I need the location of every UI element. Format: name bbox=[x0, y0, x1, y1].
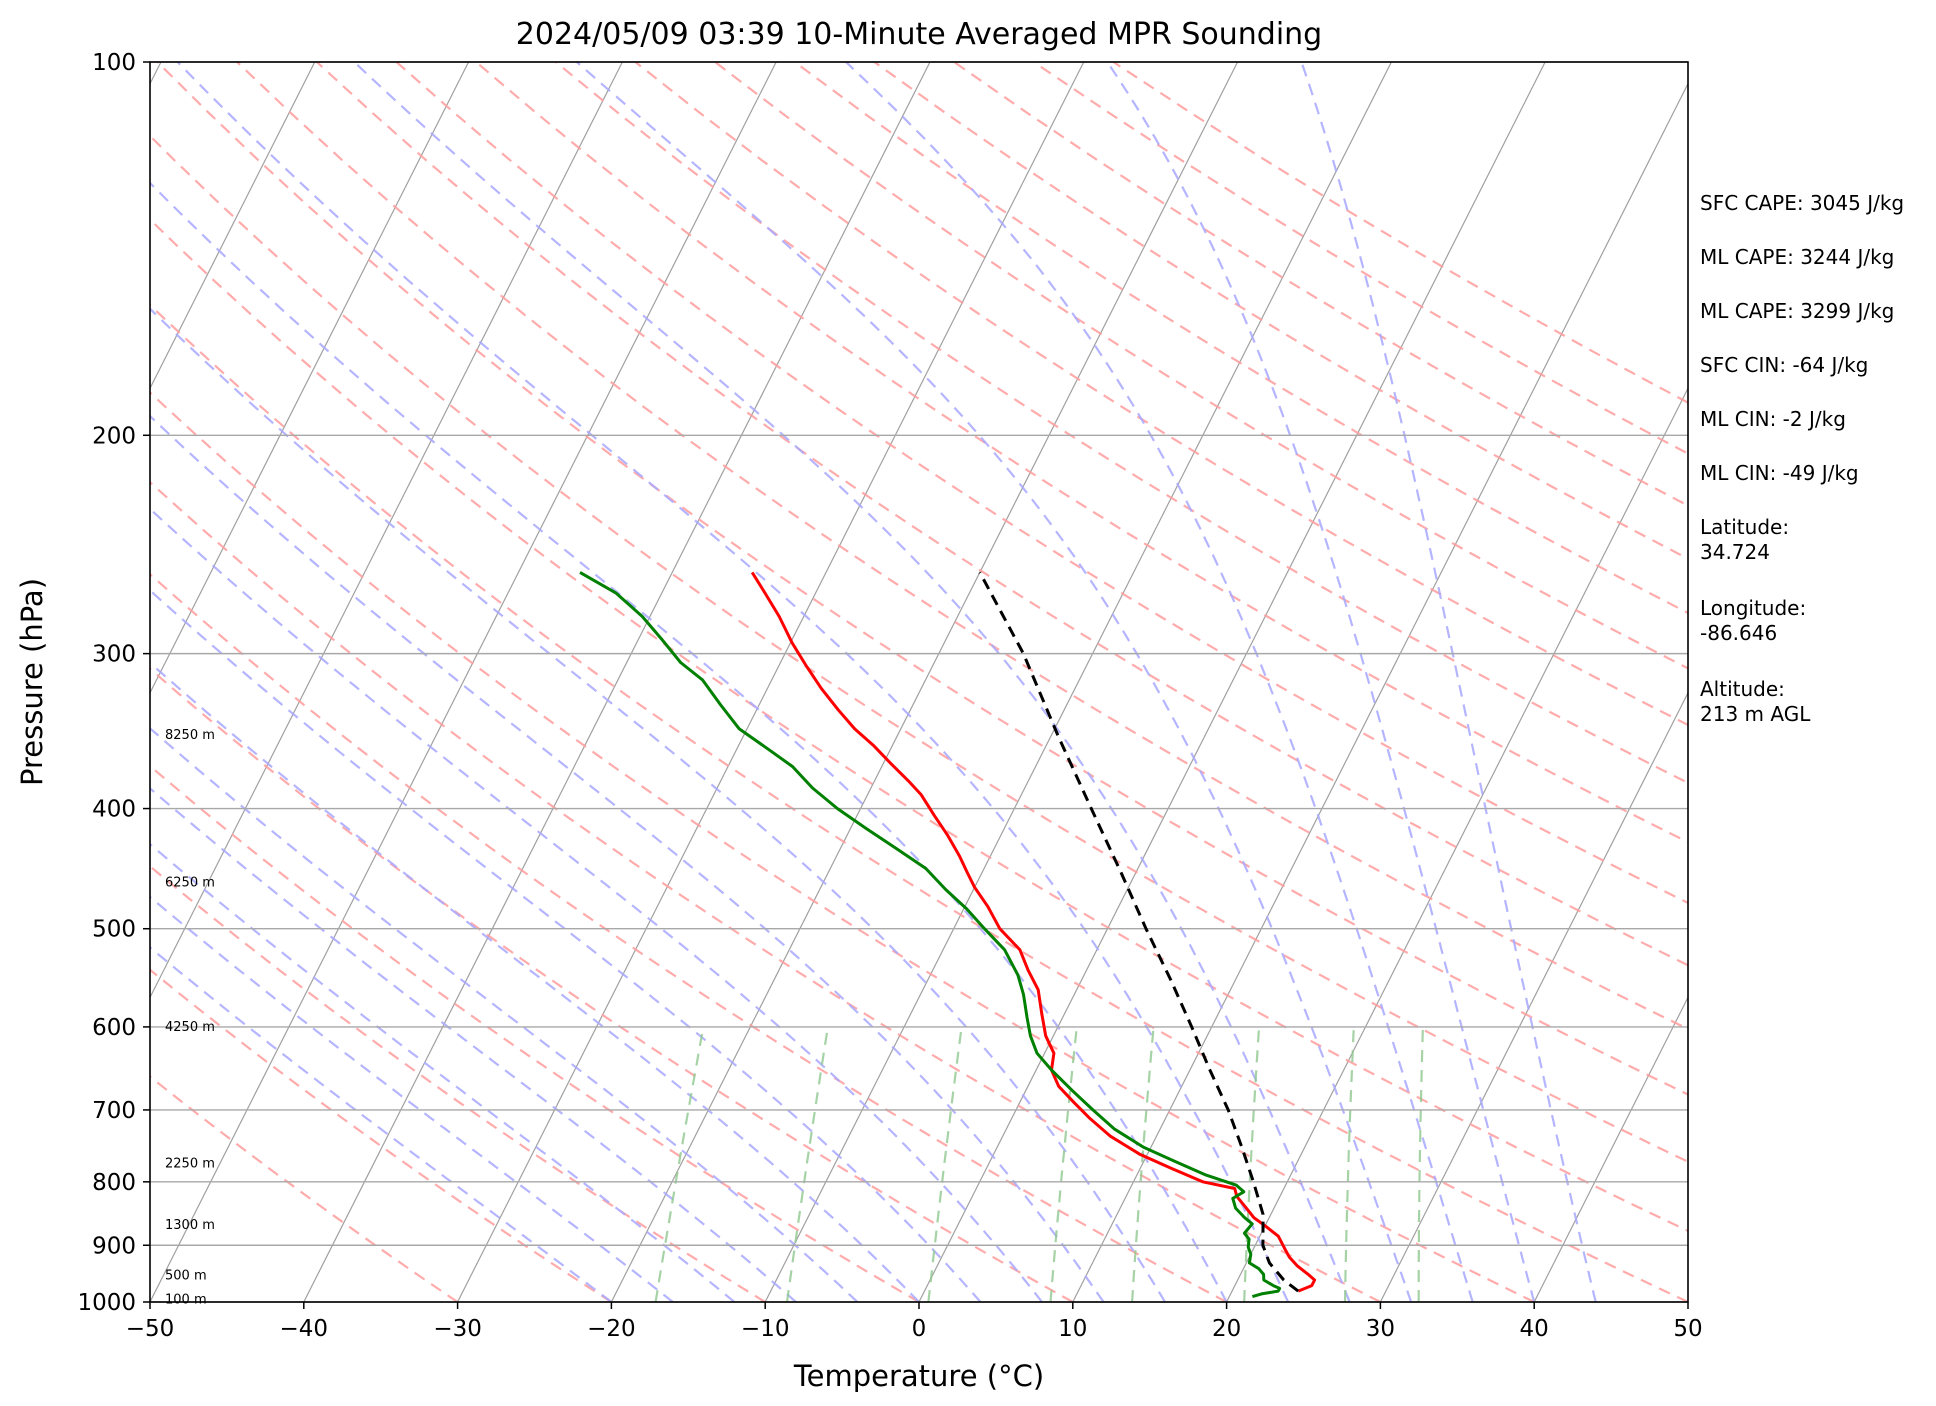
isotherm-line bbox=[150, 62, 777, 1302]
moist-adiabat-line bbox=[150, 181, 1228, 1302]
chart-title: 2024/05/09 03:39 10-Minute Averaged MPR … bbox=[516, 17, 1322, 52]
background-lines bbox=[150, 34, 1936, 1328]
moist-adiabat-line bbox=[150, 661, 920, 1302]
isotherm-line bbox=[150, 62, 624, 999]
moist-adiabat-line bbox=[150, 414, 1105, 1302]
dry-adiabat-line bbox=[634, 62, 1688, 727]
x-tick-label: 10 bbox=[1058, 1316, 1087, 1342]
height-label: 500 m bbox=[165, 1269, 207, 1284]
height-label: 4250 m bbox=[165, 1020, 215, 1035]
stat-annotation: ML CIN: -49 J/kg bbox=[1700, 461, 1859, 485]
stat-annotation: Latitude: 34.724 bbox=[1700, 515, 1789, 564]
sounding-stats: SFC CAPE: 3045 J/kg ML CAPE: 3244 J/kg ML … bbox=[1700, 191, 1904, 726]
isotherm-line bbox=[456, 62, 1085, 1302]
x-tick-label: −50 bbox=[126, 1316, 175, 1342]
y-tick-label: 600 bbox=[92, 1015, 136, 1041]
dry-adiabat-line bbox=[395, 62, 1688, 905]
sounding-series bbox=[579, 571, 1317, 1299]
stat-annotation: SFC CIN: -64 J/kg bbox=[1700, 353, 1868, 377]
dry-adiabat-line bbox=[150, 303, 1688, 1302]
height-label: 8250 m bbox=[165, 728, 215, 743]
isotherm-line bbox=[303, 62, 931, 1302]
moist-adiabat-line bbox=[176, 62, 1290, 1302]
isotherm-line bbox=[610, 62, 1239, 1302]
x-tick-label: 50 bbox=[1673, 1316, 1702, 1342]
stat-annotation: SFC CAPE: 3045 J/kg bbox=[1700, 191, 1904, 215]
x-tick-label: −40 bbox=[280, 1316, 329, 1342]
moist-adiabat-line bbox=[845, 62, 1474, 1302]
x-axis-title: Temperature (°C) bbox=[793, 1359, 1044, 1393]
dry-adiabat-line bbox=[714, 62, 1688, 670]
height-label: 100 m bbox=[165, 1292, 207, 1307]
moist-adiabat-line bbox=[150, 895, 674, 1302]
x-tick-label: −20 bbox=[587, 1316, 636, 1342]
moist-adiabat-line bbox=[1106, 62, 1536, 1302]
stat-annotation: ML CIN: -2 J/kg bbox=[1700, 407, 1846, 431]
y-axis-title: Pressure (hPa) bbox=[15, 578, 49, 786]
y-tick-label: 500 bbox=[92, 917, 136, 943]
stat-annotation: ML CAPE: 3244 J/kg bbox=[1700, 245, 1894, 269]
isotherm-line bbox=[764, 62, 1393, 1302]
moist-adiabat-line bbox=[150, 842, 736, 1302]
moist-adiabat-line bbox=[150, 726, 859, 1302]
y-tick-label: 300 bbox=[92, 642, 136, 668]
dry-adiabat-line bbox=[150, 864, 766, 1302]
moist-adiabat-line bbox=[1300, 62, 1597, 1302]
stat-annotation: Altitude: 213 m AGL bbox=[1700, 677, 1811, 726]
plot-background bbox=[150, 62, 1688, 1302]
moist-adiabat-line bbox=[576, 62, 1413, 1302]
moist-adiabat-line bbox=[150, 786, 797, 1302]
y-tick-label: 400 bbox=[92, 797, 136, 823]
y-tick-label: 200 bbox=[92, 423, 136, 449]
x-tick-label: 20 bbox=[1212, 1316, 1241, 1342]
stat-annotation: Longitude: -86.646 bbox=[1700, 596, 1806, 645]
isotherm-line bbox=[1829, 34, 1936, 1328]
dry-adiabat-line bbox=[150, 480, 1381, 1302]
stat-annotation: ML CAPE: 3299 J/kg bbox=[1700, 299, 1894, 323]
pressure-gridlines bbox=[150, 61, 1688, 1303]
height-label: 2250 m bbox=[165, 1156, 215, 1171]
moist-adiabat-line bbox=[150, 507, 1043, 1302]
y-tick-label: 700 bbox=[92, 1098, 136, 1124]
dry-adiabat-line bbox=[150, 572, 1228, 1302]
dry-adiabat-line bbox=[150, 764, 920, 1302]
isotherm-line bbox=[1379, 691, 1688, 1302]
sounding-trace bbox=[978, 571, 1300, 1293]
x-tick-label: 0 bbox=[912, 1316, 927, 1342]
height-label: 6250 m bbox=[165, 876, 215, 891]
dry-adiabat-line bbox=[475, 62, 1688, 844]
isotherm-line bbox=[918, 62, 1546, 1302]
y-tick-label: 900 bbox=[92, 1233, 136, 1259]
dry-adiabat-line bbox=[150, 217, 1688, 1233]
y-tick-label: 100 bbox=[92, 50, 136, 76]
dry-adiabat-line bbox=[150, 134, 1688, 1163]
moist-adiabat-line bbox=[150, 946, 613, 1302]
x-tick-label: 40 bbox=[1520, 1316, 1549, 1342]
y-tick-label: 1000 bbox=[77, 1290, 136, 1316]
height-labels: 8250 m 6250 m 4250 m 2250 m 1300 m 500 m 100 m bbox=[165, 728, 215, 1307]
x-tick-label: −10 bbox=[741, 1316, 790, 1342]
dry-adiabat-line bbox=[156, 62, 1688, 1096]
dry-adiabat-line bbox=[236, 62, 1688, 1031]
x-tick-label: 30 bbox=[1366, 1316, 1395, 1342]
moist-adiabat-line bbox=[150, 307, 1167, 1302]
x-tick-label: −30 bbox=[433, 1316, 482, 1342]
y-axis-ticks: 100 200 300 400 500 600 700 800 900 1000 bbox=[77, 50, 150, 1316]
sounding-trace bbox=[750, 571, 1317, 1293]
x-axis-ticks: −50 −40 −30 −20 −10 0 10 20 30 40 50 bbox=[126, 1302, 1703, 1342]
height-label: 1300 m bbox=[165, 1218, 215, 1233]
sounding-trace bbox=[579, 571, 1282, 1299]
isotherm-line bbox=[1533, 996, 1688, 1302]
y-tick-label: 800 bbox=[92, 1170, 136, 1196]
moist-adiabat-line bbox=[353, 62, 1351, 1302]
isotherm-line bbox=[1225, 386, 1688, 1302]
